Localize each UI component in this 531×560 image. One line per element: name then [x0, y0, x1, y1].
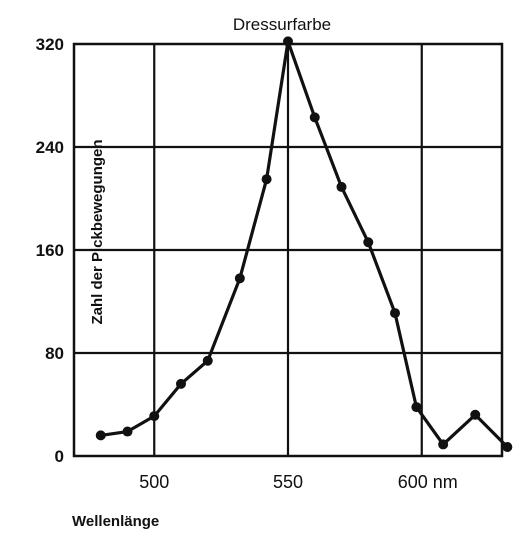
data-point [149, 411, 160, 422]
y-tick-label: 80 [45, 344, 64, 363]
y-tick-label: 160 [36, 241, 64, 260]
data-point [363, 237, 374, 248]
y-tick-label: 320 [36, 35, 64, 54]
x-tick-label: 550 [273, 472, 303, 492]
data-series [95, 36, 513, 452]
x-tick-labels: 500 550 600 nm [139, 472, 458, 492]
data-point [411, 402, 422, 413]
y-axis-label: Zahl der Pickbewegungen [89, 139, 106, 324]
y-tick-label: 240 [36, 138, 64, 157]
data-point [502, 441, 513, 452]
y-tick-labels: 0 80 160 240 320 [36, 35, 64, 466]
data-point [336, 181, 347, 192]
data-point [309, 112, 320, 123]
data-point [234, 273, 245, 284]
data-point [122, 426, 133, 437]
x-tick-label: 600 nm [398, 472, 458, 492]
chart-title: Dressurfarbe [233, 15, 331, 34]
series-line [100, 39, 509, 449]
data-point [176, 378, 186, 389]
grid [74, 44, 502, 456]
data-point [202, 355, 213, 366]
data-point [438, 439, 449, 450]
data-point [390, 308, 400, 319]
data-point [261, 174, 272, 185]
x-axis-label: Wellenlänge [72, 513, 159, 530]
x-tick-label: 500 [139, 472, 169, 492]
data-point [95, 430, 106, 441]
data-point [470, 409, 481, 420]
y-tick-label: 0 [55, 447, 64, 466]
data-point [283, 36, 293, 47]
